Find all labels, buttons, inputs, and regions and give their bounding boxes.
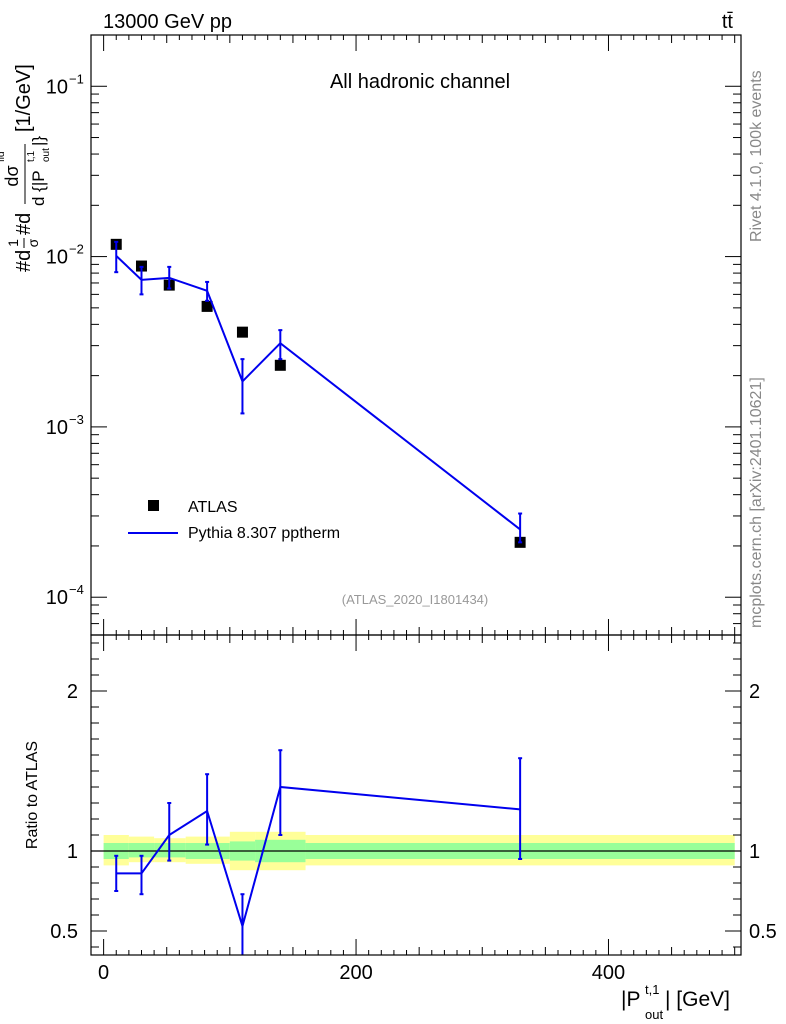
ylabel-prefix: #d [13, 250, 35, 272]
energy-label: 13000 GeV pp [103, 11, 232, 33]
x-tick-label: 0 [98, 962, 109, 984]
y-tick-label-base: 10 [46, 247, 68, 269]
ylabel-frac2-num-sup: fid [0, 151, 7, 162]
ratio-y-tick-label-right: 0.5 [749, 921, 777, 943]
ylabel-frac2-den-sub: out [41, 148, 52, 162]
legend-label-atlas: ATLAS [188, 499, 238, 516]
xlabel-base: |P [621, 988, 640, 1011]
legend-label-pythia: Pythia 8.307 pptherm [188, 525, 340, 542]
main-plot-frame [90, 34, 742, 636]
ratio-y-tick-label: 1 [67, 841, 78, 863]
xlabel-sup: t,1 [645, 982, 659, 997]
legend-marker-atlas [148, 500, 159, 511]
data-points [110, 238, 526, 548]
xlabel-end: | [GeV] [665, 988, 730, 1011]
ylabel-frac2-num: dσ [2, 165, 22, 186]
ylabel-frac2-den-sup: t,1 [26, 150, 37, 162]
main-y-axis-title: #d 1 σ #d dσ fid d {|P t,1 out |} [1/GeV… [0, 64, 52, 272]
x-axis-title: |P t,1 out | [GeV] [621, 982, 730, 1022]
ratio-y-tick-label: 0.5 [50, 921, 78, 943]
ratio-y-tick-label-right: 2 [749, 681, 760, 703]
y-tick-label-exponent: −2 [69, 242, 84, 257]
legend: ATLAS Pythia 8.307 pptherm [128, 499, 340, 542]
pythia-line [115, 255, 521, 531]
y-tick-label-base: 10 [46, 587, 68, 609]
ylabel-frac2-den-end: |} [29, 136, 48, 146]
analysis-tag: (ATLAS_2020_I1801434) [342, 592, 488, 607]
y-tick-label-exponent: −4 [69, 582, 84, 597]
y-tick-label-exponent: −1 [69, 71, 84, 86]
x-tick-label: 400 [592, 962, 625, 984]
atlas-data-point [274, 359, 286, 371]
ratio-plot-frame [90, 634, 742, 956]
ratio-y-tick-label: 2 [67, 681, 78, 703]
mc-series [114, 240, 523, 955]
y-tick-label-base: 10 [46, 76, 68, 98]
y-tick-label-base: 10 [46, 417, 68, 439]
atlas-data-point [201, 300, 213, 312]
ratio-y-axis-title: Ratio to ATLAS [24, 741, 41, 849]
atlas-data-point [236, 326, 248, 338]
y-tick-label-exponent: −3 [69, 412, 84, 427]
ylabel-unit: [1/GeV] [13, 64, 35, 132]
x-tick-label: 200 [339, 962, 372, 984]
band-inner-segment [128, 843, 155, 858]
ylabel-frac2-den: d {|P [29, 170, 48, 206]
ylabel-frac1-num: 1 [5, 239, 21, 247]
ratio-y-tick-label-right: 1 [749, 841, 760, 863]
ylabel-mid: #d [13, 213, 35, 235]
ylabel-frac1-den: σ [25, 238, 41, 247]
axis-ticks [90, 34, 741, 955]
process-label: tt̄ [722, 11, 734, 33]
mcplots-source-label: mcplots.cern.ch [arXiv:2401.10621] [748, 377, 765, 628]
xlabel-sub: out [645, 1007, 663, 1022]
panel-title: All hadronic channel [330, 71, 510, 93]
rivet-version-label: Rivet 4.1.0, 100k events [748, 70, 765, 242]
